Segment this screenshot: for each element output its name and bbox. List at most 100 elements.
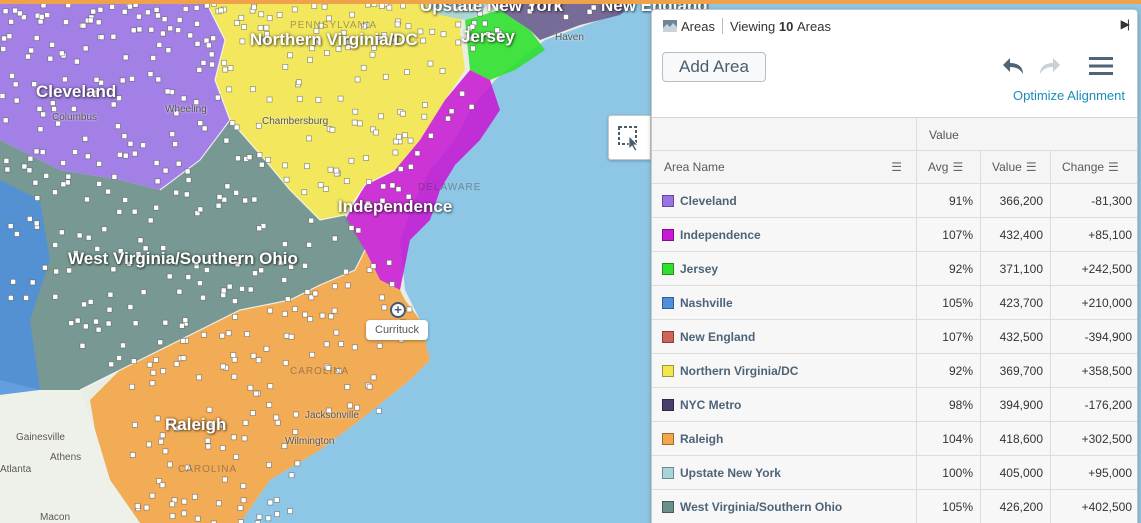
map-label-northern-virginia-dc: Northern Virginia/DC xyxy=(250,30,418,49)
group-spacer xyxy=(652,118,917,150)
area-name-cell[interactable]: Cleveland xyxy=(652,184,917,217)
area-name: Nashville xyxy=(680,295,733,310)
column-header-area-name[interactable]: Area Name ☰ xyxy=(652,151,917,183)
table-body: Cleveland 91% 366,200 -81,300 Independence 10… xyxy=(652,184,1137,523)
area-color-swatch xyxy=(662,398,674,411)
area-name-cell[interactable]: Independence xyxy=(652,218,917,251)
city-label-columbus: Columbus xyxy=(52,112,98,123)
map-label-raleigh: Raleigh xyxy=(165,415,227,434)
column-header-label: Value xyxy=(992,160,1022,174)
city-label-wilmington: Wilmington xyxy=(285,436,335,447)
column-menu-icon[interactable]: ☰ xyxy=(1108,160,1119,174)
avg-cell: 107% xyxy=(917,218,981,251)
avg-cell: 105% xyxy=(917,490,981,523)
table-row[interactable]: Raleigh 104% 418,600 +302,500 xyxy=(652,422,1137,456)
map-label-independence: Independence xyxy=(338,197,453,216)
change-cell: +210,000 xyxy=(1081,295,1132,310)
map-label-jersey: Jersey xyxy=(461,27,515,46)
panel-title: Areas xyxy=(681,18,715,34)
top-accent-bar xyxy=(0,0,1141,4)
selection-pointer-icon[interactable] xyxy=(608,115,651,160)
marker-tooltip: Currituck xyxy=(366,320,429,340)
area-color-swatch xyxy=(662,262,674,275)
city-label-gainesville: Gainesville xyxy=(16,432,65,443)
area-color-swatch xyxy=(662,330,674,343)
table-row[interactable]: Northern Virginia/DC 92% 369,700 +358,500 xyxy=(652,354,1137,388)
city-label-athens: Athens xyxy=(50,452,82,463)
region-nashville[interactable] xyxy=(0,180,50,395)
column-header-change[interactable]: Change ☰ xyxy=(1051,151,1137,183)
region-independence[interactable] xyxy=(345,70,500,290)
add-area-button[interactable]: Add Area xyxy=(662,52,766,82)
table-row[interactable]: NYC Metro 98% 394,900 -176,200 xyxy=(652,388,1137,422)
value-cell: 418,600 xyxy=(981,422,1051,455)
column-header-row: Area Name ☰ Avg ☰ Value ☰ Change ☰ xyxy=(652,151,1137,184)
change-cell: +302,500 xyxy=(1081,431,1132,446)
change-cell: -394,900 xyxy=(1084,329,1132,344)
table-row[interactable]: Independence 107% 432,400 +85,100 xyxy=(652,218,1137,252)
avg-cell: 98% xyxy=(917,388,981,421)
optimize-alignment-link[interactable]: Optimize Alignment xyxy=(1013,88,1125,103)
city-label-macon: Macon xyxy=(40,512,71,523)
area-name-cell[interactable]: Raleigh xyxy=(652,422,917,455)
undo-icon[interactable] xyxy=(1001,54,1027,78)
region-northern-virginia-dc[interactable] xyxy=(205,0,465,220)
region-raleigh[interactable] xyxy=(90,250,430,523)
area-color-swatch xyxy=(662,296,674,309)
table-row[interactable]: New England 107% 432,500 -394,900 xyxy=(652,320,1137,354)
value-cell: 432,500 xyxy=(981,320,1051,353)
column-group-row: Value xyxy=(652,118,1137,151)
area-name: Jersey xyxy=(680,261,719,276)
avg-cell: 107% xyxy=(917,320,981,353)
viewing-prefix: Viewing xyxy=(729,18,776,34)
area-name-cell[interactable]: Northern Virginia/DC xyxy=(652,354,917,387)
areas-panel: Areas Viewing 10 Areas ▶| Add Area Optim… xyxy=(651,9,1138,523)
area-name: Independence xyxy=(680,227,761,242)
area-name-cell[interactable]: New England xyxy=(652,320,917,353)
area-color-swatch xyxy=(662,364,674,377)
column-header-avg[interactable]: Avg ☰ xyxy=(917,151,981,183)
city-label-atlanta: Atlanta xyxy=(0,464,32,475)
change-cell: +358,500 xyxy=(1081,363,1132,378)
area-name-cell[interactable]: NYC Metro xyxy=(652,388,917,421)
change-cell: +402,500 xyxy=(1081,499,1132,514)
area-name: Upstate New York xyxy=(680,465,781,480)
map-label-cleveland: Cleveland xyxy=(36,82,117,101)
region-west-virginia-southern-ohio[interactable] xyxy=(0,120,365,390)
table-row[interactable]: Nashville 105% 423,700 +210,000 xyxy=(652,286,1137,320)
area-name: Raleigh xyxy=(680,431,724,446)
value-cell: 394,900 xyxy=(981,388,1051,421)
state-label-carolina-south: CAROLINA xyxy=(178,464,238,475)
area-name-cell[interactable]: Upstate New York xyxy=(652,456,917,489)
column-header-label: Avg xyxy=(928,160,949,174)
column-header-label: Change xyxy=(1062,160,1105,174)
area-color-swatch xyxy=(662,194,674,207)
column-menu-icon[interactable]: ☰ xyxy=(1025,160,1037,174)
avg-cell: 105% xyxy=(917,286,981,319)
table-row[interactable]: West Virginia/Southern Ohio 105% 426,200 +4… xyxy=(652,490,1137,523)
table-row[interactable]: Jersey 92% 371,100 +242,500 xyxy=(652,252,1137,286)
area-name-cell[interactable]: West Virginia/Southern Ohio xyxy=(652,490,917,523)
area-name-cell[interactable]: Jersey xyxy=(652,252,917,285)
region-jersey[interactable] xyxy=(465,10,545,80)
area-name-cell[interactable]: Nashville xyxy=(652,286,917,319)
panel-header: Areas Viewing 10 Areas ▶| xyxy=(652,10,1137,42)
column-menu-icon[interactable]: ☰ xyxy=(891,160,902,174)
avg-cell: 100% xyxy=(917,456,981,489)
area-name: Cleveland xyxy=(680,193,737,208)
location-marker-icon[interactable]: + xyxy=(390,302,406,318)
collapse-panel-icon[interactable]: ▶| xyxy=(1120,17,1131,31)
avg-cell: 104% xyxy=(917,422,981,455)
area-name: Northern Virginia/DC xyxy=(680,363,799,378)
column-menu-icon[interactable]: ☰ xyxy=(952,160,964,174)
change-cell: -81,300 xyxy=(1091,193,1132,208)
column-header-label: Area Name xyxy=(664,160,725,174)
state-label-pennsylvania: PENNSYLVANIA xyxy=(290,20,378,31)
menu-icon[interactable] xyxy=(1088,54,1114,78)
areas-table: Value Area Name ☰ Avg ☰ Value ☰ Change ☰… xyxy=(652,117,1137,523)
redo-icon[interactable] xyxy=(1036,54,1062,78)
table-row[interactable]: Upstate New York 100% 405,000 +95,000 xyxy=(652,456,1137,490)
table-row[interactable]: Cleveland 91% 366,200 -81,300 xyxy=(652,184,1137,218)
area-name: New England xyxy=(680,329,756,344)
column-header-value[interactable]: Value ☰ xyxy=(981,151,1051,183)
